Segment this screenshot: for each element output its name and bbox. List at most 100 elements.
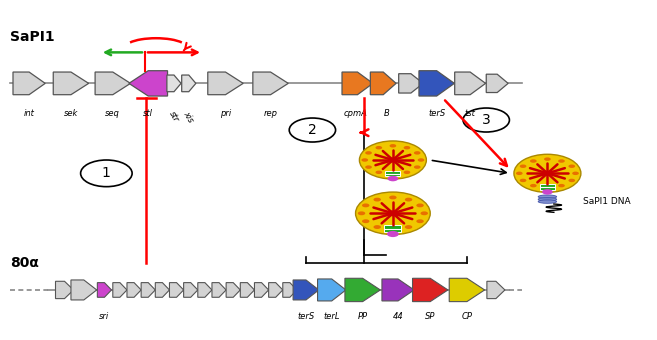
Circle shape xyxy=(389,195,397,199)
Text: 44: 44 xyxy=(393,311,403,321)
Circle shape xyxy=(388,157,398,163)
Circle shape xyxy=(403,171,410,174)
Circle shape xyxy=(414,165,420,169)
Text: 1: 1 xyxy=(102,166,111,180)
Text: terS: terS xyxy=(428,109,445,118)
Text: 3: 3 xyxy=(482,113,491,127)
Ellipse shape xyxy=(538,198,556,201)
Polygon shape xyxy=(183,283,198,297)
Polygon shape xyxy=(269,283,283,297)
Polygon shape xyxy=(226,283,240,297)
Polygon shape xyxy=(113,283,127,297)
Polygon shape xyxy=(212,283,226,297)
Circle shape xyxy=(390,172,396,176)
Circle shape xyxy=(420,211,428,215)
Circle shape xyxy=(362,203,369,207)
Text: terL: terL xyxy=(323,311,340,321)
Text: CP: CP xyxy=(461,311,472,321)
Text: stl: stl xyxy=(143,109,153,118)
Text: pri: pri xyxy=(220,109,231,118)
Circle shape xyxy=(417,203,424,207)
Circle shape xyxy=(376,146,382,150)
Circle shape xyxy=(418,158,424,162)
Text: rep: rep xyxy=(263,109,277,118)
Circle shape xyxy=(544,157,551,161)
Polygon shape xyxy=(449,278,485,302)
Polygon shape xyxy=(182,75,196,92)
Polygon shape xyxy=(208,72,243,95)
Circle shape xyxy=(365,151,372,155)
Circle shape xyxy=(558,184,565,187)
Polygon shape xyxy=(455,72,486,95)
Circle shape xyxy=(362,219,369,223)
Text: sri: sri xyxy=(99,311,110,321)
Text: sek: sek xyxy=(64,109,78,118)
Polygon shape xyxy=(384,225,401,232)
Circle shape xyxy=(542,189,553,194)
Polygon shape xyxy=(486,74,508,92)
Text: SP: SP xyxy=(425,311,436,321)
Circle shape xyxy=(568,165,575,168)
Circle shape xyxy=(376,171,382,174)
Polygon shape xyxy=(55,281,74,299)
Circle shape xyxy=(520,179,526,182)
Polygon shape xyxy=(317,279,346,301)
Polygon shape xyxy=(419,71,455,96)
Text: SaPI1: SaPI1 xyxy=(10,30,55,44)
Text: PP: PP xyxy=(357,311,368,321)
Circle shape xyxy=(568,179,575,182)
Text: str: str xyxy=(168,109,181,123)
Polygon shape xyxy=(345,278,380,302)
Circle shape xyxy=(543,171,553,176)
Polygon shape xyxy=(13,72,45,95)
Circle shape xyxy=(389,227,397,231)
Text: 80α: 80α xyxy=(10,256,39,270)
Polygon shape xyxy=(386,171,400,176)
Circle shape xyxy=(530,184,537,187)
Circle shape xyxy=(373,198,381,202)
Polygon shape xyxy=(253,72,288,95)
Circle shape xyxy=(544,186,551,189)
Circle shape xyxy=(358,211,365,215)
Circle shape xyxy=(405,225,413,229)
Ellipse shape xyxy=(538,200,556,203)
Circle shape xyxy=(417,219,424,223)
Circle shape xyxy=(365,165,372,169)
Polygon shape xyxy=(198,283,212,297)
Circle shape xyxy=(387,231,399,237)
Polygon shape xyxy=(71,280,97,300)
Circle shape xyxy=(390,144,396,148)
Polygon shape xyxy=(53,72,89,95)
Text: 2: 2 xyxy=(308,123,317,137)
Ellipse shape xyxy=(538,195,556,199)
Polygon shape xyxy=(371,72,396,95)
Polygon shape xyxy=(413,278,448,302)
Circle shape xyxy=(361,158,368,162)
Polygon shape xyxy=(141,283,155,297)
Circle shape xyxy=(530,159,537,163)
Circle shape xyxy=(414,151,420,155)
Circle shape xyxy=(387,210,399,216)
Circle shape xyxy=(403,146,410,150)
Text: seq: seq xyxy=(105,109,120,118)
Ellipse shape xyxy=(514,154,581,192)
Polygon shape xyxy=(155,283,170,297)
Polygon shape xyxy=(382,279,414,301)
Circle shape xyxy=(520,165,526,168)
Text: terS: terS xyxy=(298,311,315,321)
Polygon shape xyxy=(283,283,297,297)
Circle shape xyxy=(388,176,398,181)
Text: int: int xyxy=(24,109,35,118)
Polygon shape xyxy=(170,283,183,297)
Ellipse shape xyxy=(355,192,430,235)
Polygon shape xyxy=(342,72,373,95)
Text: B: B xyxy=(384,109,390,118)
Polygon shape xyxy=(240,283,254,297)
Polygon shape xyxy=(167,75,181,92)
Polygon shape xyxy=(97,283,112,297)
Text: SaPI1 DNA: SaPI1 DNA xyxy=(583,197,631,206)
Circle shape xyxy=(373,225,381,229)
Polygon shape xyxy=(127,283,141,297)
Polygon shape xyxy=(540,184,555,190)
Polygon shape xyxy=(487,281,505,299)
